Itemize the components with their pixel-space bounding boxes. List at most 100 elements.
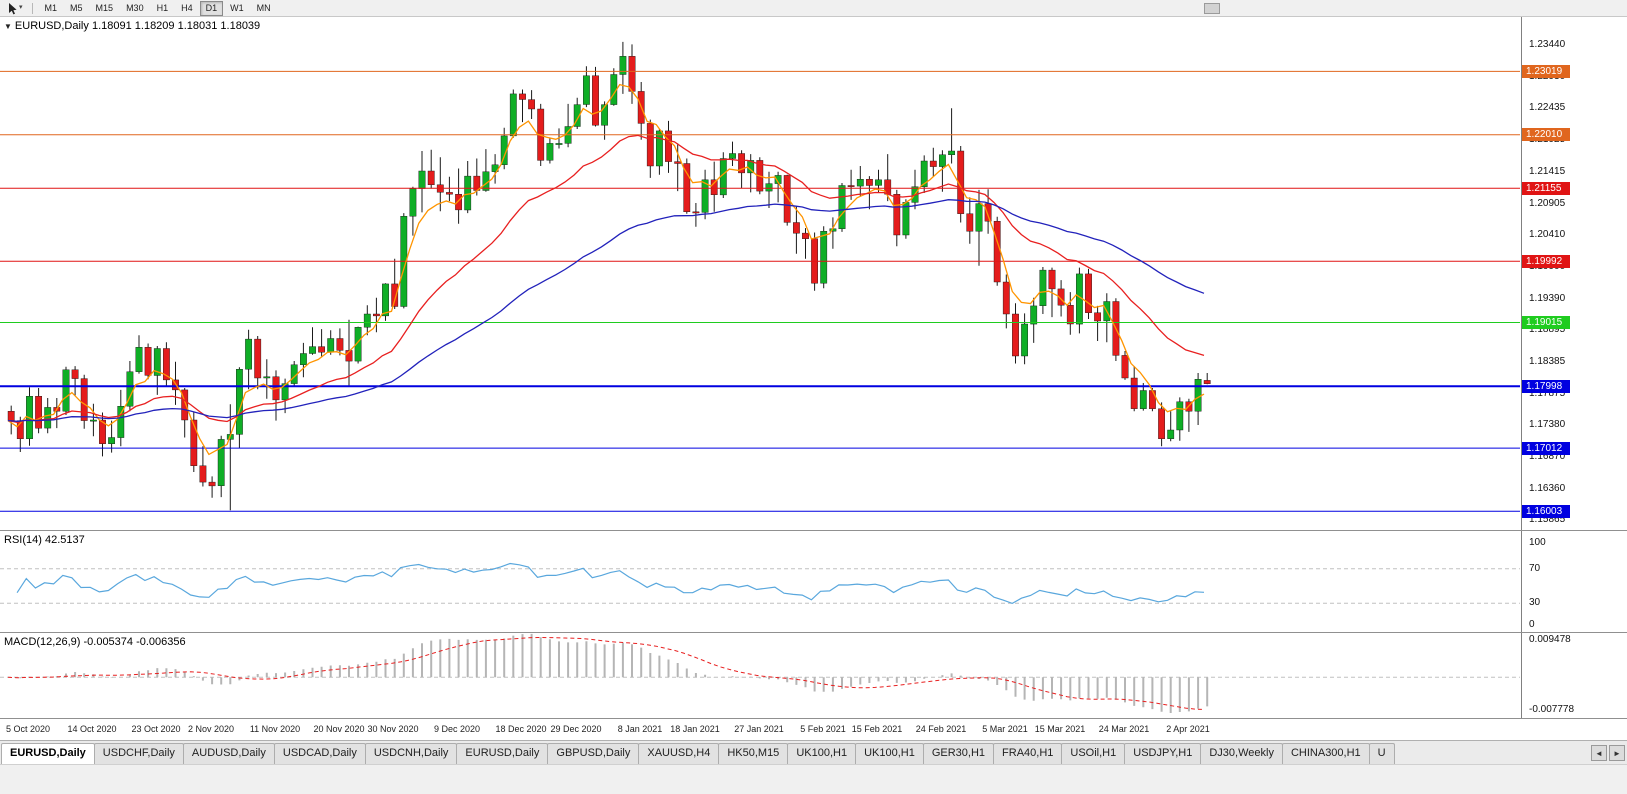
timeframe-button-m5[interactable]: M5 bbox=[70, 2, 83, 13]
timeframe-button-h4[interactable]: H4 bbox=[181, 2, 193, 13]
chart-title: ▼ EURUSD,Daily 1.18091 1.18209 1.18031 1.… bbox=[4, 20, 260, 32]
chart-tab-u[interactable]: U bbox=[1368, 743, 1395, 764]
cursor-arrow-icon bbox=[9, 2, 17, 14]
macd-tick-max: 0.009478 bbox=[1529, 634, 1571, 645]
timeframe-button-m15[interactable]: M15 bbox=[95, 2, 114, 13]
toolbar-separator bbox=[31, 2, 33, 14]
chart-tab-audusd-daily[interactable]: AUDUSD,Daily bbox=[182, 743, 275, 764]
tabs-scroll-left-button[interactable]: ◄ bbox=[1591, 745, 1607, 761]
price-axis-tick: 1.17380 bbox=[1529, 419, 1566, 430]
time-axis-label: 30 Nov 2020 bbox=[367, 724, 419, 734]
price-tag-1.22010: 1.22010 bbox=[1522, 128, 1570, 141]
time-axis-label: 11 Nov 2020 bbox=[249, 724, 301, 734]
rsi-tick-0: 0 bbox=[1529, 619, 1535, 630]
macd-chart[interactable] bbox=[0, 633, 1520, 718]
macd-tick-min: -0.007778 bbox=[1529, 704, 1575, 715]
tabs-nav: ◄ ► bbox=[1591, 745, 1625, 761]
price-axis-tick: 1.15865 bbox=[1529, 514, 1566, 525]
price-axis-tick: 1.20410 bbox=[1529, 229, 1566, 240]
price-axis-tick: 1.18385 bbox=[1529, 356, 1566, 367]
time-axis-label: 5 Mar 2021 bbox=[982, 724, 1028, 734]
chart-tab-usdjpy-h1[interactable]: USDJPY,H1 bbox=[1124, 743, 1202, 764]
chart-tab-eurusd-daily[interactable]: EURUSD,Daily bbox=[1, 743, 95, 764]
rsi-axis[interactable]: 100 70 30 0 bbox=[1521, 531, 1627, 632]
price-tag-1.16003: 1.16003 bbox=[1522, 505, 1570, 518]
timeframe-button-h1[interactable]: H1 bbox=[156, 2, 169, 13]
time-axis-label: 2 Nov 2020 bbox=[187, 724, 235, 734]
chart-tabs: EURUSD,Daily USDCHF,Daily AUDUSD,Daily USDC… bbox=[0, 741, 1627, 764]
rsi-chart[interactable] bbox=[0, 531, 1520, 632]
ma-line-5 bbox=[7, 83, 1205, 456]
chart-tab-usoil-h1[interactable]: USOil,H1 bbox=[1061, 743, 1126, 764]
macd-signal-line bbox=[7, 636, 1205, 710]
price-tag-1.19015: 1.19015 bbox=[1522, 316, 1570, 329]
price-axis[interactable]: 1.234401.229301.224351.219251.214151.209… bbox=[1521, 17, 1627, 530]
chart-tab-uk100-h1[interactable]: UK100,H1 bbox=[855, 743, 924, 764]
rsi-panel: 100 70 30 0 RSI(14) 42.5137 bbox=[0, 530, 1627, 632]
timeframe-button-d1[interactable]: D1 bbox=[199, 0, 224, 16]
chart-tab-xauusd-h4[interactable]: XAUUSD,H4 bbox=[638, 743, 720, 764]
macd-panel: 0.009478 -0.007778 MACD(12,26,9) -0.0053… bbox=[0, 632, 1627, 718]
time-axis-label: 5 Feb 2021 bbox=[800, 724, 846, 734]
time-axis-label: 14 Oct 2020 bbox=[67, 724, 117, 734]
price-chart-panel: 1.234401.229301.224351.219251.214151.209… bbox=[0, 17, 1627, 530]
price-axis-tick: 1.22435 bbox=[1529, 102, 1566, 113]
macd-label: MACD(12,26,9) -0.005374 -0.006356 bbox=[4, 636, 186, 648]
time-axis-label: 8 Jan 2021 bbox=[617, 724, 663, 734]
rsi-label: RSI(14) 42.5137 bbox=[4, 534, 85, 546]
price-tag-1.17012: 1.17012 bbox=[1522, 442, 1570, 455]
time-axis[interactable]: 5 Oct 2020 14 Oct 2020 23 Oct 2020 2 Nov 20… bbox=[0, 718, 1627, 740]
price-tag-1.21155: 1.21155 bbox=[1522, 182, 1570, 195]
candlestick-chart[interactable] bbox=[0, 17, 1520, 530]
ma-line-55 bbox=[7, 199, 1205, 422]
time-axis-label: 9 Dec 2020 bbox=[433, 724, 481, 734]
price-axis-tick: 1.23440 bbox=[1529, 39, 1566, 50]
timeframe-button-mn[interactable]: MN bbox=[256, 2, 271, 13]
chart-tab-eurusd-daily[interactable]: EURUSD,Daily bbox=[456, 743, 549, 764]
ma-line-21 bbox=[7, 134, 1205, 423]
chart-scrollbar-thumb[interactable] bbox=[1204, 3, 1220, 14]
chart-tab-ger30-h1[interactable]: GER30,H1 bbox=[922, 743, 995, 764]
chart-tab-dj30-weekly[interactable]: DJ30,Weekly bbox=[1200, 743, 1283, 764]
price-axis-tick: 1.21415 bbox=[1529, 166, 1566, 177]
time-axis-label: 15 Feb 2021 bbox=[851, 724, 903, 734]
time-axis-label: 2 Apr 2021 bbox=[1166, 724, 1210, 734]
toolbar: ▾ M1 M5 M15 M30 H1 H4 D1 W1 MN bbox=[0, 0, 1627, 17]
candlestick-series bbox=[7, 41, 1211, 511]
chart-tab-uk100-h1[interactable]: UK100,H1 bbox=[787, 743, 857, 764]
chart-tab-gbpusd-daily[interactable]: GBPUSD,Daily bbox=[547, 743, 640, 764]
macd-histogram bbox=[19, 633, 1209, 713]
status-strip bbox=[0, 764, 1627, 794]
price-axis-tick: 1.17875 bbox=[1529, 388, 1566, 399]
price-axis-tick: 1.16870 bbox=[1529, 451, 1566, 462]
chart-tab-usdchf-daily[interactable]: USDCHF,Daily bbox=[93, 743, 184, 764]
chart-menu-icon: ▼ bbox=[4, 22, 12, 31]
time-axis-label: 15 Mar 2021 bbox=[1034, 724, 1086, 734]
chart-tab-fra40-h1[interactable]: FRA40,H1 bbox=[993, 743, 1063, 764]
price-axis-tick: 1.19390 bbox=[1529, 293, 1566, 304]
chart-tab-china300-h1[interactable]: CHINA300,H1 bbox=[1281, 743, 1370, 764]
tabs-scroll-right-button[interactable]: ► bbox=[1609, 745, 1625, 761]
chart-tab-usdcad-daily[interactable]: USDCAD,Daily bbox=[273, 743, 366, 764]
price-tag-1.19992: 1.19992 bbox=[1522, 255, 1570, 268]
time-axis-label: 18 Jan 2021 bbox=[670, 724, 720, 734]
price-axis-tick: 1.20905 bbox=[1529, 198, 1566, 209]
timeframe-button-w1[interactable]: W1 bbox=[230, 2, 244, 13]
timeframe-button-m1[interactable]: M1 bbox=[44, 2, 58, 13]
price-tag-1.23019: 1.23019 bbox=[1522, 65, 1570, 78]
macd-axis[interactable]: 0.009478 -0.007778 bbox=[1521, 633, 1627, 718]
price-axis-tick: 1.16360 bbox=[1529, 483, 1566, 494]
rsi-line bbox=[16, 562, 1205, 605]
price-axis-tick: 1.18895 bbox=[1529, 324, 1566, 335]
time-axis-label: 18 Dec 2020 bbox=[495, 724, 547, 734]
cursor-tool-button[interactable]: ▾ bbox=[4, 1, 26, 16]
time-axis-label: 29 Dec 2020 bbox=[550, 724, 602, 734]
timeframe-buttons: M1 M5 M15 M30 H1 H4 D1 W1 MN bbox=[39, 0, 277, 16]
chart-tab-usdcnh-daily[interactable]: USDCNH,Daily bbox=[364, 743, 458, 764]
time-axis-label: 24 Feb 2021 bbox=[915, 724, 967, 734]
timeframe-button-m30[interactable]: M30 bbox=[126, 2, 144, 13]
time-axis-label: 23 Oct 2020 bbox=[131, 724, 181, 734]
rsi-tick-30: 30 bbox=[1529, 597, 1541, 608]
chart-tab-hk50-m15[interactable]: HK50,M15 bbox=[718, 743, 789, 764]
